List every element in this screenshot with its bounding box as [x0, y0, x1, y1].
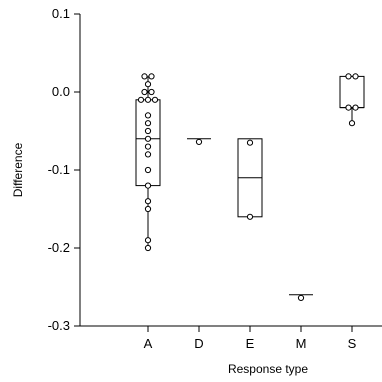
data-point-a — [144, 143, 152, 150]
data-point-a — [144, 127, 152, 135]
data-point-s — [345, 104, 352, 111]
y-ticks: 0.1 0.0 -0.1 -0.2 -0.3 — [48, 6, 80, 333]
x-tick-label-d: D — [194, 336, 203, 351]
points — [137, 73, 359, 302]
data-point-d — [195, 138, 203, 146]
data-point-a — [144, 81, 152, 88]
axes — [79, 14, 382, 327]
data-point-a — [148, 73, 155, 80]
data-point-a — [144, 151, 152, 158]
data-point-a — [144, 96, 152, 103]
data-point-a — [144, 205, 152, 213]
data-point-a — [151, 96, 159, 103]
x-tick-label-e: E — [246, 336, 255, 351]
data-point-a — [144, 237, 152, 244]
data-point-a — [144, 198, 152, 205]
x-ticks: ADEMSW — [144, 326, 357, 351]
data-point-a — [144, 166, 152, 174]
x-tick-label-s: S — [348, 336, 357, 351]
x-axis-label: Response type — [228, 362, 308, 376]
y-tick-label: -0.1 — [48, 162, 70, 177]
box-s — [339, 75, 365, 109]
y-tick-label: -0.2 — [48, 240, 70, 255]
y-tick-label: 0.0 — [52, 84, 70, 99]
boxes — [135, 75, 365, 296]
y-tick-label: -0.3 — [48, 318, 70, 333]
data-point-s — [345, 73, 352, 80]
data-point-m — [297, 294, 305, 302]
x-tick-label-m: M — [296, 336, 307, 351]
data-point-a — [141, 73, 148, 80]
data-point-e — [246, 139, 254, 146]
data-point-a — [144, 135, 152, 142]
data-point-a — [141, 88, 148, 96]
y-axis-label: Difference — [11, 142, 25, 197]
data-point-a — [144, 244, 152, 252]
data-point-a — [144, 112, 152, 119]
data-point-a — [144, 182, 152, 189]
data-point-a — [148, 88, 155, 96]
data-point-s — [352, 73, 359, 80]
data-point-e — [246, 213, 254, 220]
x-tick-label-a: A — [144, 336, 153, 351]
data-point-s — [352, 104, 359, 111]
y-tick-label: 0.1 — [52, 6, 70, 21]
data-point-a — [137, 96, 145, 103]
data-point-s — [348, 120, 356, 127]
data-point-a — [144, 120, 152, 127]
